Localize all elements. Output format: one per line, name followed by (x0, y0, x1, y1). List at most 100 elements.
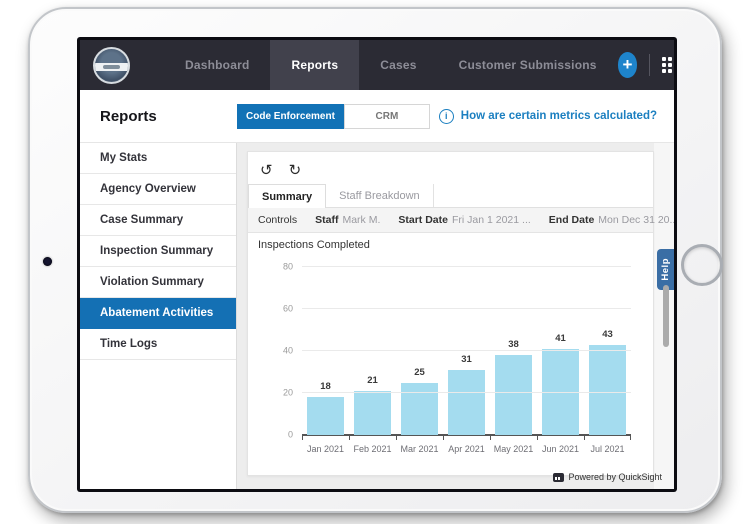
gridline (302, 308, 631, 309)
y-tick-label: 0 (287, 429, 293, 440)
bar-cell: 43 (584, 267, 631, 435)
axis-tick (443, 435, 444, 440)
bar-chart: 18 21 25 31 38 41 43 Jan 2021 Feb 2021 Mar 2021 A… (258, 253, 643, 471)
home-button[interactable] (681, 244, 723, 286)
plot-area: 18 21 25 31 38 41 43 Jan 2021 Feb 2021 Mar 2021 A… (283, 262, 631, 454)
sheet-tab[interactable]: Summary (248, 184, 327, 208)
sidebar-item[interactable]: Violation Summary (80, 267, 236, 298)
nav-tab[interactable]: Cases (380, 58, 417, 72)
filter-control[interactable]: Start Date Fri Jan 1 2021 ... (398, 214, 530, 226)
controls-label: Controls (258, 214, 298, 226)
city-seal-logo-icon (93, 46, 130, 84)
app-window: Dashboard Reports Cases Customer Submission… (80, 40, 674, 489)
powered-by-label: Powered by QuickSight (568, 472, 662, 482)
bar-cell: 31 (443, 267, 490, 435)
bar-value-label: 43 (602, 328, 613, 340)
sidebar-item[interactable]: Time Logs (80, 329, 236, 360)
sidebar-item[interactable]: Case Summary (80, 205, 236, 236)
axis-tick (395, 435, 397, 440)
sidebar-item[interactable]: Abatement Activities (80, 298, 236, 329)
chart-widget: Inspections Completed 18 21 25 31 38 41 43 Jan… (248, 233, 653, 475)
bar-cell: 25 (396, 267, 443, 435)
gridline (302, 266, 631, 267)
y-tick-label: 20 (282, 387, 293, 398)
data-bar[interactable] (401, 382, 438, 435)
controls-filters: Staff Mark M. Start Date Fri Jan 1 2021 … (315, 214, 674, 226)
axis-tick (489, 435, 491, 440)
filter-value: Mon Dec 31 20... (598, 214, 674, 226)
module-toggle: Code Enforcement CRM (237, 103, 430, 129)
data-bar[interactable] (448, 369, 485, 435)
x-tick-label: Jun 2021 (541, 444, 580, 454)
nav-tab[interactable]: Dashboard (185, 58, 250, 72)
add-new-button[interactable]: + (617, 52, 638, 78)
gridline (302, 350, 631, 351)
nav-right: + Steve Machesney (617, 40, 674, 90)
sheet-tabs: Summary Staff Breakdown (248, 184, 653, 208)
camera-dot (43, 257, 52, 266)
sheet-tab[interactable]: Staff Breakdown (326, 184, 434, 207)
report-toolbar: ↺ ↻ (248, 152, 653, 184)
bar-cells: 18 21 25 31 38 41 43 (302, 267, 631, 435)
data-bar[interactable] (307, 397, 344, 435)
chart-title: Inspections Completed (258, 239, 370, 251)
apps-grid-icon[interactable] (662, 57, 674, 73)
axis-tick (302, 435, 303, 440)
page-title: Reports (100, 107, 157, 125)
x-tick-label: Feb 2021 (353, 444, 392, 454)
sidebar-item[interactable]: Inspection Summary (80, 236, 236, 267)
x-tick-label: May 2021 (493, 444, 534, 454)
nav-tab[interactable]: Customer Submissions (458, 58, 597, 72)
filter-value: Mark M. (342, 214, 381, 226)
tablet-frame: Dashboard Reports Cases Customer Submission… (28, 7, 723, 513)
reports-sidebar: My Stats Agency Overview Case Summary Inspe… (80, 143, 237, 489)
bar-value-label: 25 (414, 366, 425, 378)
report-panel: ↺ ↻ Summary Staff Breakdown Controls Sta (247, 151, 674, 476)
bar-cell: 38 (490, 267, 537, 435)
filter-value: Fri Jan 1 2021 ... (451, 214, 531, 226)
x-tick-label: Mar 2021 (400, 444, 439, 454)
x-tick-label: Apr 2021 (448, 444, 485, 454)
sidebar-item[interactable]: My Stats (80, 143, 236, 174)
gridline (302, 392, 631, 393)
metrics-link-label: How are certain metrics calculated? (460, 110, 657, 122)
axis-tick (537, 435, 538, 440)
y-tick-label: 80 (282, 261, 293, 272)
toggle-button[interactable]: Code Enforcement (237, 103, 344, 129)
top-navbar: Dashboard Reports Cases Customer Submission… (80, 40, 674, 90)
filter-control[interactable]: End Date Mon Dec 31 20... (549, 214, 674, 226)
scrollbar-thumb[interactable] (663, 285, 669, 347)
bar-value-label: 21 (367, 374, 378, 386)
undo-icon[interactable]: ↺ (260, 161, 273, 179)
filter-control[interactable]: Staff Mark M. (315, 214, 380, 226)
filter-name: End Date (548, 214, 595, 226)
nav-tabs: Dashboard Reports Cases Customer Submission… (164, 40, 618, 90)
x-axis-labels: Jan 2021 Feb 2021 Mar 2021 Apr 2021 May 2021… (302, 444, 631, 454)
bar-value-label: 18 (320, 381, 331, 393)
screen-bezel: Dashboard Reports Cases Customer Submission… (77, 37, 677, 492)
y-tick-label: 60 (282, 303, 293, 314)
logo-wrap (80, 40, 138, 90)
controls-bar: Controls Staff Mark M. Start Date Fri Ja… (248, 208, 674, 233)
redo-icon[interactable]: ↻ (288, 161, 302, 179)
data-bar[interactable] (354, 390, 391, 435)
axis-tick (630, 435, 631, 440)
data-bar[interactable] (542, 348, 579, 435)
data-bar[interactable] (589, 344, 626, 435)
filter-name: Start Date (398, 214, 448, 226)
content-area: My Stats Agency Overview Case Summary Inspe… (80, 142, 674, 489)
help-tab[interactable]: Help (657, 249, 674, 290)
nav-tab[interactable]: Reports (270, 40, 360, 90)
sidebar-item[interactable]: Agency Overview (80, 174, 236, 205)
bar-value-label: 31 (461, 353, 472, 365)
page-header: Reports Code Enforcement CRM i How are ce… (80, 90, 674, 142)
bar-value-label: 38 (508, 339, 519, 351)
metrics-help-link[interactable]: i How are certain metrics calculated? (438, 108, 674, 124)
powered-by-quicksight: Powered by QuickSight (553, 472, 662, 482)
y-tick-label: 40 (282, 345, 293, 356)
bar-cell: 21 (349, 267, 396, 435)
info-icon: i (438, 108, 454, 124)
toggle-button[interactable]: CRM (343, 103, 430, 129)
quicksight-icon (553, 472, 565, 482)
data-bar[interactable] (495, 355, 532, 435)
